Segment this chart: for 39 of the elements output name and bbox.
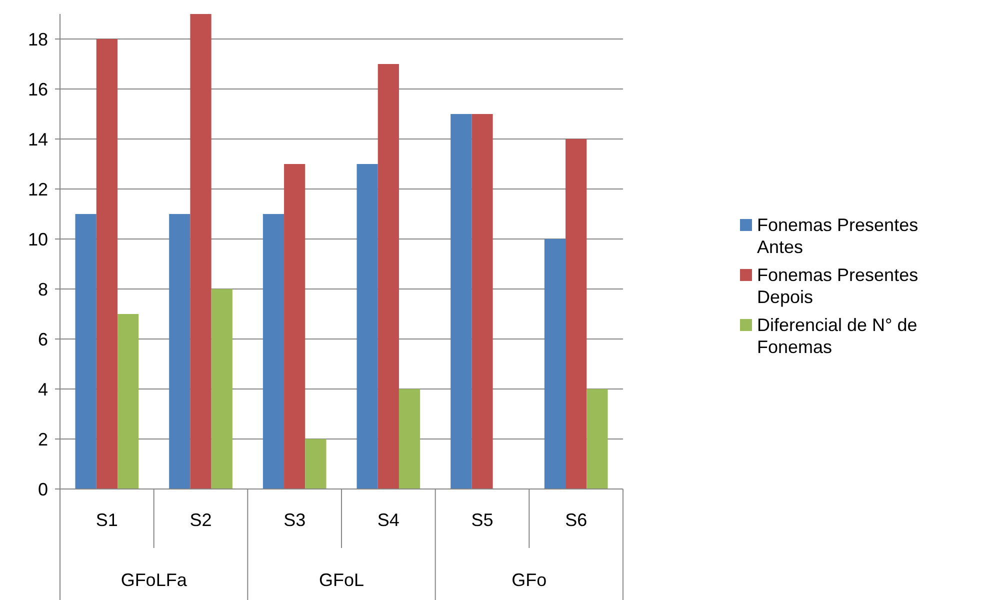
x-tick-label: S5 [471,510,494,530]
x-tick-label: S3 [284,510,306,530]
bar [472,114,493,489]
x-tick-label: S6 [565,510,588,530]
bar [211,289,232,489]
y-tick-label: 16 [28,79,48,100]
bar [284,164,306,489]
bar [305,439,326,489]
x-tick-label: S4 [377,510,400,530]
bar [96,39,118,489]
y-tick-label: 14 [28,129,48,150]
bar [378,64,399,489]
y-tick-label: 0 [38,479,48,500]
legend-label: Diferencial de N° de Fonemas [757,315,918,357]
bar [544,239,566,489]
bar [117,314,139,489]
legend-label: Fonemas Presentes Depois [757,265,918,307]
bar [566,139,587,489]
bar [169,214,190,489]
x-tick-label: S2 [190,510,212,530]
text: GFo [512,570,547,590]
y-tick-label: 8 [38,279,48,300]
y-tick-label: 12 [28,179,48,200]
text: GFoL [318,570,364,590]
bar [398,389,420,489]
y-tick-label: 4 [38,379,48,400]
y-tick-label: 6 [38,329,48,350]
bar [450,114,472,489]
y-tick-label: 18 [28,29,48,50]
x-tick-label: S1 [96,510,118,530]
bar [75,214,96,489]
legend-label: Fonemas Presentes Antes [757,215,918,257]
bar [586,389,608,489]
y-tick-label: 10 [28,229,48,250]
bar [190,14,212,489]
text: GFoLFa [120,570,188,590]
bar [356,164,378,489]
bar [262,214,284,489]
y-tick-label: 2 [38,429,48,450]
